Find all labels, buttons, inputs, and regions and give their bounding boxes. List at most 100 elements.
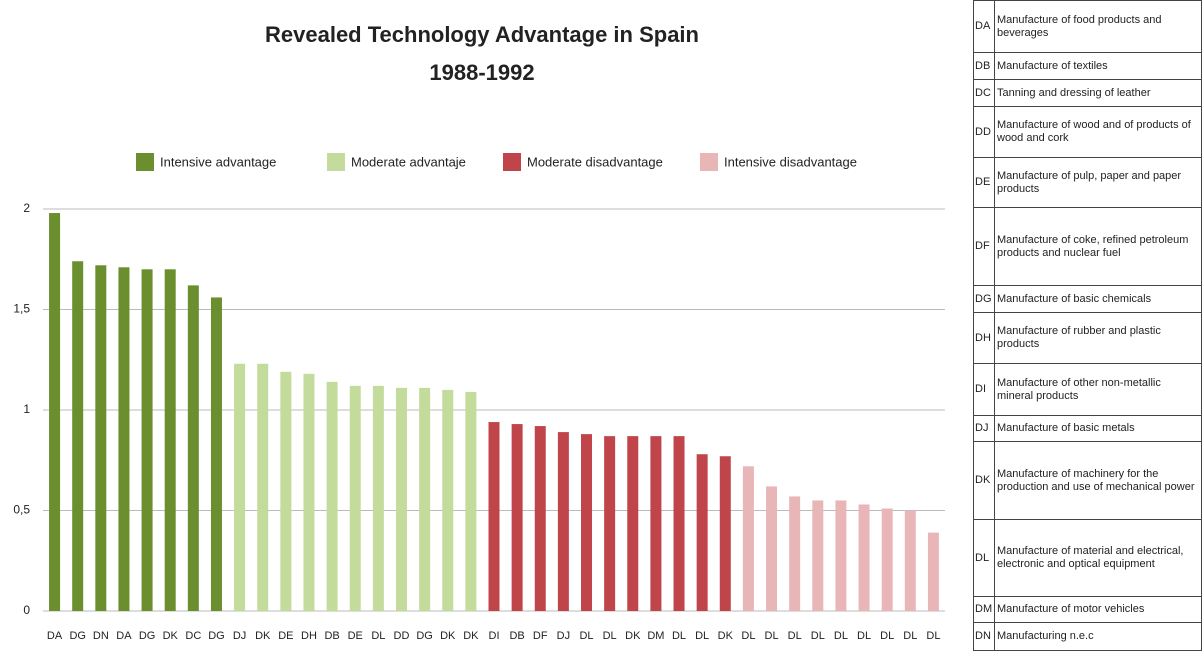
table-row: DJ Manufacture of basic metals (973, 415, 1202, 442)
chart-title: Revealed Technology Advantage in Spain (265, 22, 699, 47)
code: DG (973, 285, 995, 313)
bar (395, 387, 407, 611)
bar (210, 297, 222, 611)
code: DM (973, 596, 995, 623)
code: DC (973, 79, 995, 107)
description: Manufacture of motor vehicles (994, 596, 1202, 623)
x-tick-label: DL (371, 630, 385, 642)
bar (419, 387, 431, 611)
x-tick-label: DB (509, 630, 524, 642)
x-tick-label: DL (603, 630, 617, 642)
x-tick-label: DK (463, 630, 479, 642)
bar (673, 436, 685, 611)
code: DJ (973, 415, 995, 442)
x-tick-label: DL (741, 630, 755, 642)
x-tick-label: DL (579, 630, 593, 642)
table-row: DE Manufacture of pulp, paper and paper p… (973, 157, 1202, 208)
description: Manufacture of pulp, paper and paper pro… (994, 157, 1202, 208)
x-tick-label: DG (139, 630, 156, 642)
bar (303, 373, 315, 611)
chart: Revealed Technology Advantage in Spain 1… (13, 22, 945, 642)
bar (257, 363, 269, 611)
x-tick-label: DK (255, 630, 271, 642)
bar (650, 436, 662, 611)
table-row: DH Manufacture of rubber and plastic prod… (973, 312, 1202, 364)
table-row: DI Manufacture of other non-metallic mine… (973, 363, 1202, 416)
description: Manufacture of food products and beverag… (994, 0, 1202, 53)
code: DL (973, 519, 995, 597)
x-tick-label: DL (672, 630, 686, 642)
bar (141, 269, 153, 611)
y-tick-label: 1 (23, 402, 30, 416)
x-tick-label: DM (647, 630, 664, 642)
x-tick-label: DH (301, 630, 317, 642)
x-tick-label: DE (348, 630, 363, 642)
x-tick-label: DL (903, 630, 917, 642)
table-row: DB Manufacture of textiles (973, 52, 1202, 80)
x-tick-label: DG (208, 630, 225, 642)
description: Manufacturing n.e.c (994, 622, 1202, 651)
bar (164, 269, 176, 611)
legend-swatch (503, 153, 521, 171)
bar (511, 424, 523, 611)
x-tick-label: DL (695, 630, 709, 642)
legend-swatch (327, 153, 345, 171)
bar (465, 391, 477, 611)
legend-label: Intensive disadvantage (724, 154, 857, 169)
code: DI (973, 363, 995, 416)
x-tick-label: DD (394, 630, 410, 642)
y-tick-label: 0 (23, 603, 30, 617)
code: DB (973, 52, 995, 80)
y-tick-label: 1,5 (13, 302, 30, 316)
code-table: DA Manufacture of food products and bever… (973, 0, 1202, 651)
bar (118, 267, 130, 611)
bar (49, 213, 61, 611)
legend-label: Intensive advantage (160, 154, 276, 169)
bar (72, 261, 84, 611)
bar (187, 285, 199, 611)
code: DK (973, 441, 995, 520)
bar (557, 432, 569, 611)
bar (488, 422, 500, 611)
x-tick-label: DK (163, 630, 179, 642)
bar (742, 466, 754, 611)
x-tick-label: DL (834, 630, 848, 642)
code: DH (973, 312, 995, 364)
x-tick-label: DK (625, 630, 641, 642)
description: Manufacture of coke, refined petroleum p… (994, 207, 1202, 286)
legend-swatch (136, 153, 154, 171)
table-row: DF Manufacture of coke, refined petroleum… (973, 207, 1202, 286)
code: DF (973, 207, 995, 286)
x-tick-label: DG (69, 630, 86, 642)
x-tick-label: DK (440, 630, 456, 642)
bar (881, 508, 893, 611)
x-tick-label: DA (116, 630, 132, 642)
bar (581, 434, 593, 611)
bar (719, 456, 731, 611)
x-tick-label: DL (788, 630, 802, 642)
x-tick-label: DJ (233, 630, 246, 642)
bar (904, 510, 916, 611)
description: Manufacture of machinery for the product… (994, 441, 1202, 520)
bar (766, 486, 778, 611)
x-tick-label: DL (857, 630, 871, 642)
bar (858, 504, 870, 611)
bar (372, 385, 384, 611)
bar (349, 385, 361, 611)
x-tick-label: DA (47, 630, 63, 642)
description: Manufacture of other non-metallic minera… (994, 363, 1202, 416)
bar (835, 500, 847, 611)
bar (604, 436, 616, 611)
x-tick-label: DC (185, 630, 201, 642)
description: Manufacture of material and electrical, … (994, 519, 1202, 597)
x-tick-label: DL (811, 630, 825, 642)
bar (280, 371, 292, 611)
x-tick-label: DL (926, 630, 940, 642)
x-tick-label: DL (880, 630, 894, 642)
table-row: DA Manufacture of food products and bever… (973, 0, 1202, 53)
code: DD (973, 106, 995, 158)
table-row: DC Tanning and dressing of leather (973, 79, 1202, 107)
y-tick-label: 0,5 (13, 503, 30, 517)
bar (442, 389, 454, 611)
table-row: DM Manufacture of motor vehicles (973, 596, 1202, 623)
